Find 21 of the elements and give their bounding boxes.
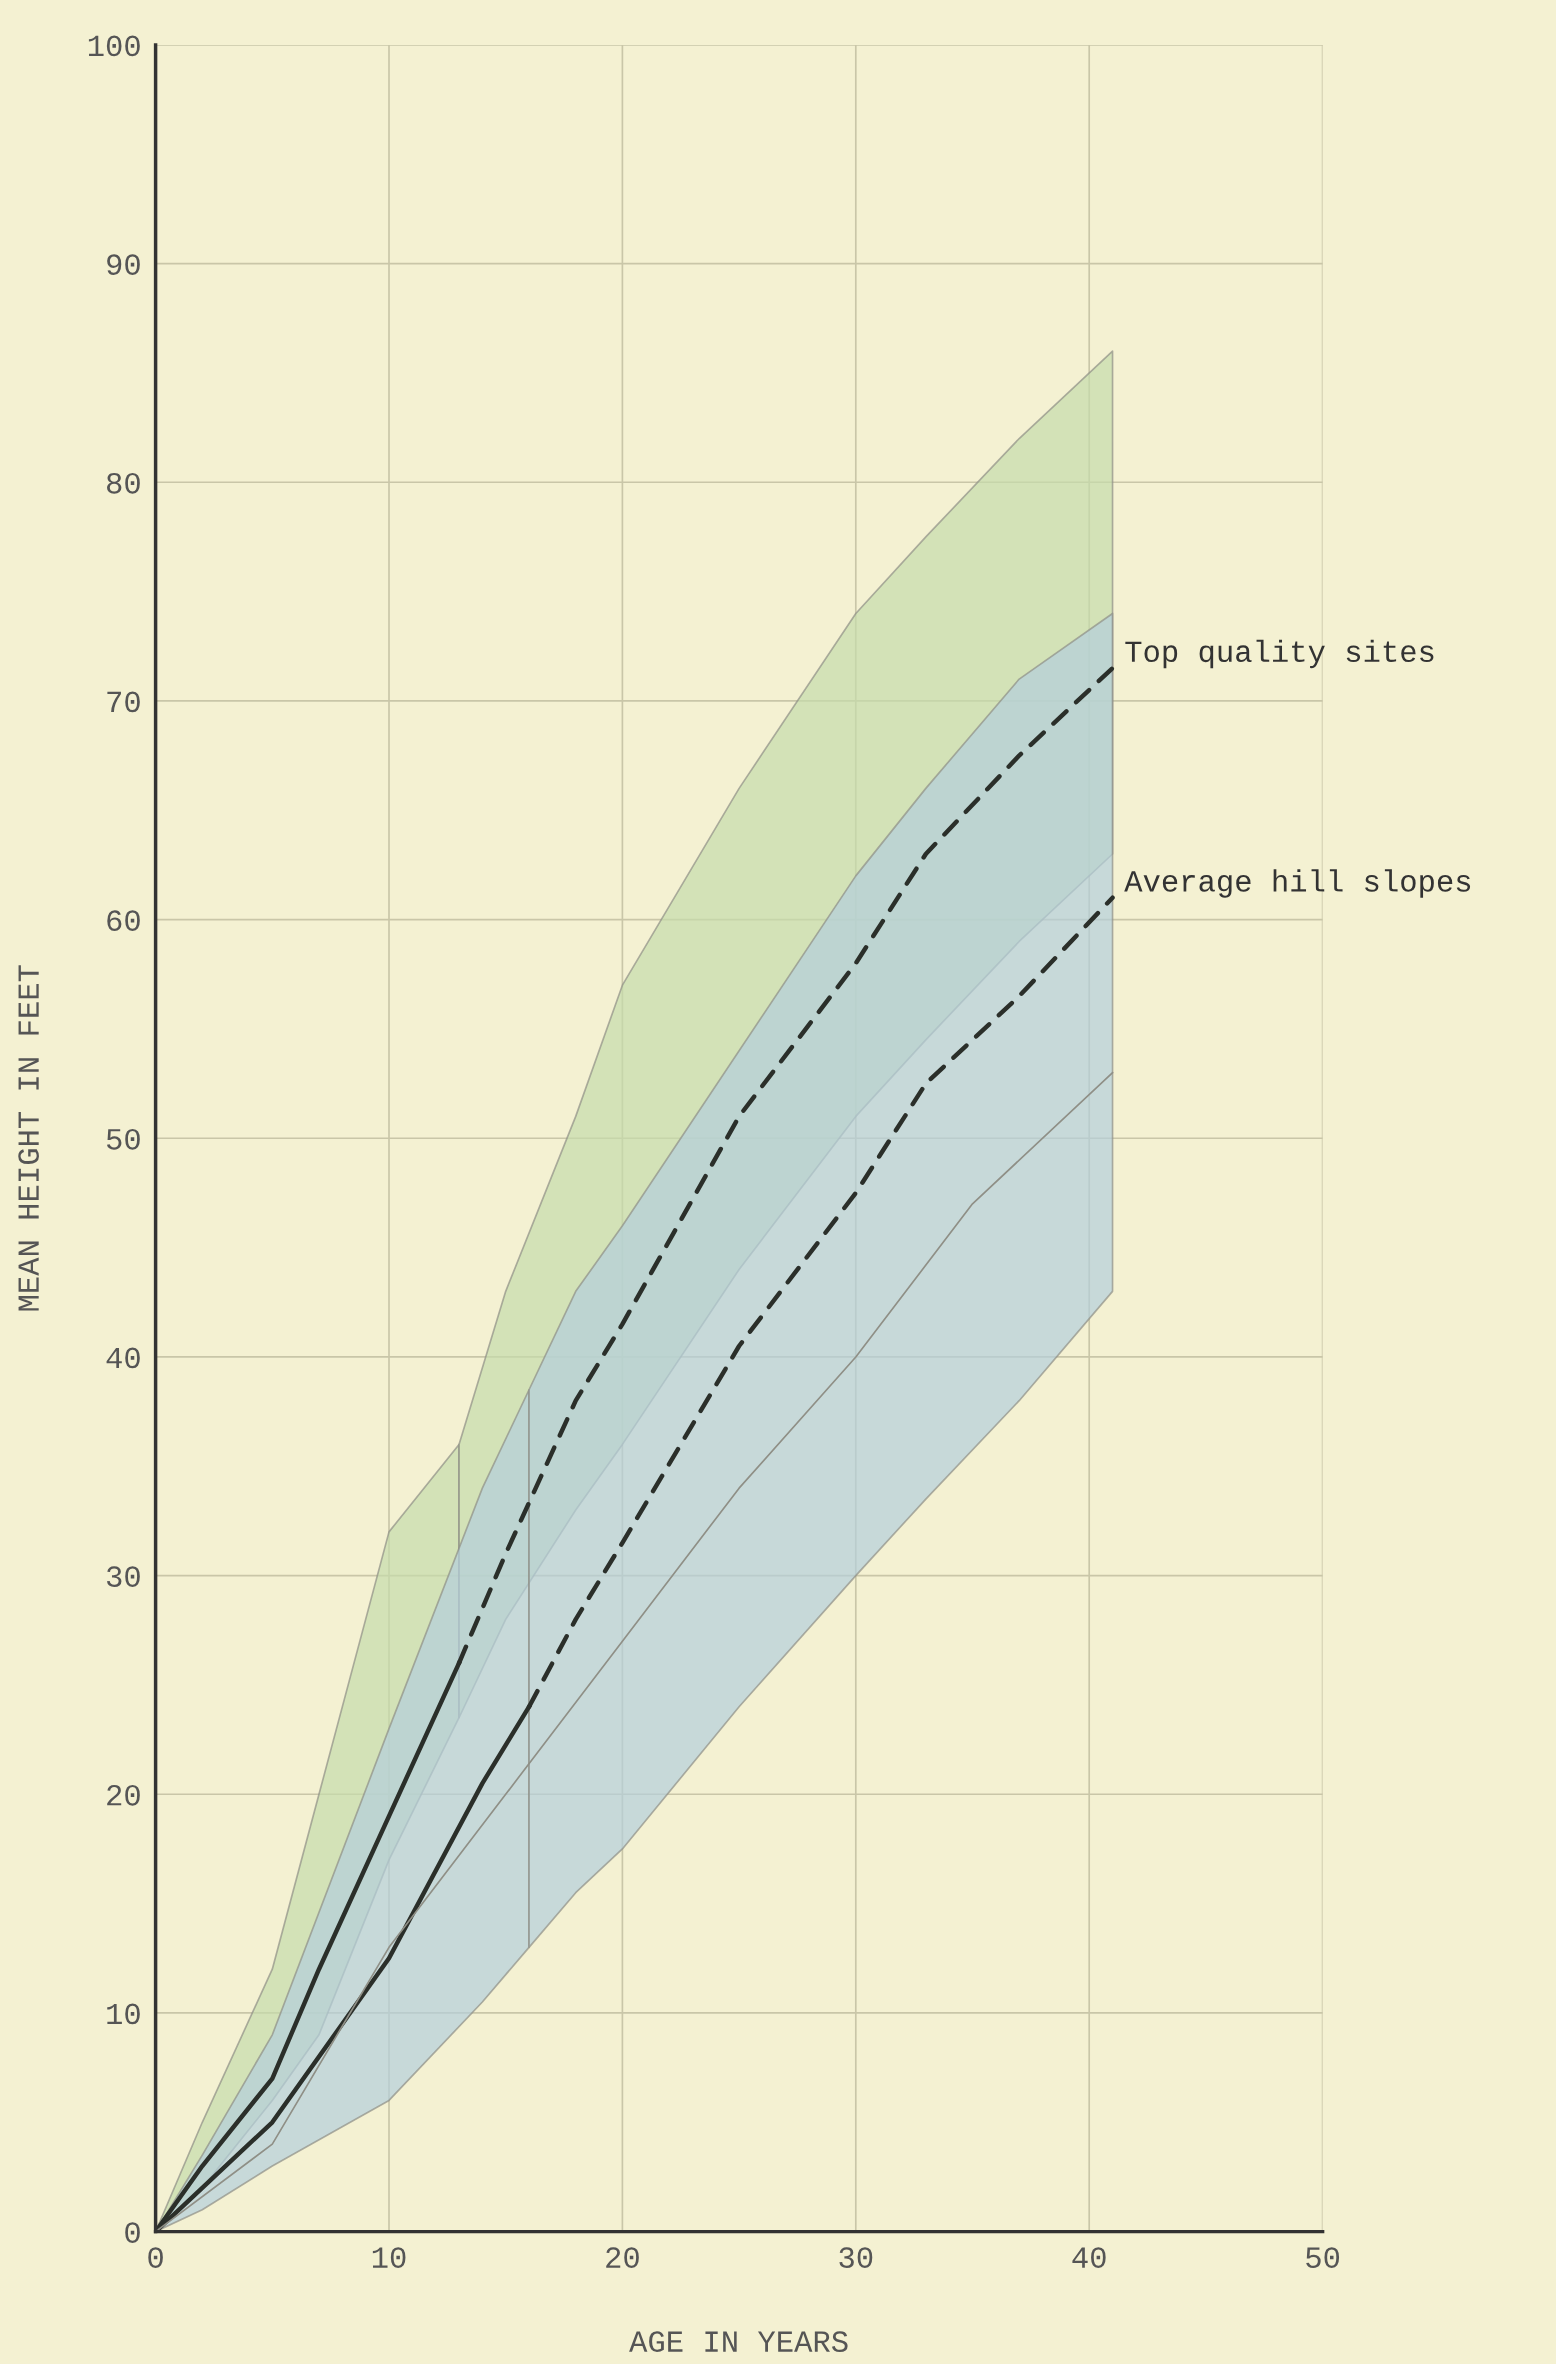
x-tick-label: 50 xyxy=(1306,2247,1340,2268)
x-tick-label: 40 xyxy=(1072,2247,1106,2268)
series-label: Top quality sites xyxy=(1125,639,1434,669)
x-tick-label: 20 xyxy=(606,2247,639,2268)
y-tick-label: 40 xyxy=(106,1347,140,1369)
x-axis-title: AGE IN YEARS xyxy=(629,2331,848,2352)
y-tick-label: 0 xyxy=(125,2222,140,2243)
x-tick-label: 10 xyxy=(372,2247,406,2268)
y-tick-label: 70 xyxy=(107,691,140,713)
y-axis-title: MEAN HEIGHT IN FEET xyxy=(18,965,39,1311)
y-tick-label: 100 xyxy=(88,35,140,57)
x-tick-label: 0 xyxy=(148,2247,163,2268)
y-tick-label: 60 xyxy=(107,910,140,931)
y-tick-label: 80 xyxy=(107,472,140,494)
y-tick-label: 90 xyxy=(107,254,140,275)
y-tick-label: 10 xyxy=(107,2003,140,2025)
y-tick-label: 20 xyxy=(107,1784,140,1806)
y-tick-label: 50 xyxy=(106,1128,140,1150)
y-tick-label: 30 xyxy=(106,1566,140,1587)
series-label: Average hill slopes xyxy=(1124,869,1471,898)
x-tick-label: 30 xyxy=(839,2247,873,2268)
